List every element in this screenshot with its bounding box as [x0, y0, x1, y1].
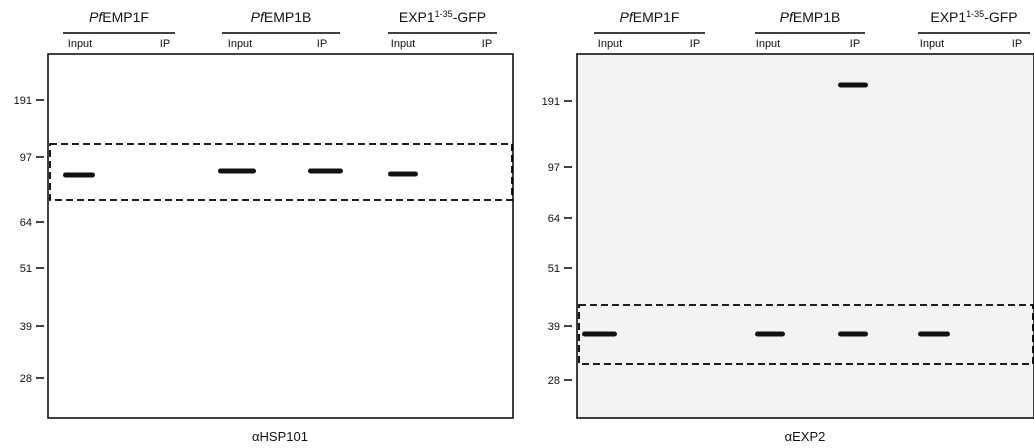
- figure: PfEMP1FInputIPPfEMP1BInputIPEXP11-35-GFP…: [0, 0, 1034, 448]
- band: [838, 332, 868, 337]
- group-label: PfEMP1B: [251, 9, 312, 25]
- group-label: PfEMP1B: [780, 9, 841, 25]
- group-label-part: EXP1: [930, 9, 966, 25]
- group-label-part: EMP1B: [793, 9, 840, 25]
- marker-label: 51: [20, 263, 32, 275]
- marker-label: 191: [14, 95, 32, 107]
- band: [582, 332, 617, 337]
- lane-label: IP: [850, 38, 860, 50]
- marker-label: 28: [20, 373, 32, 385]
- group-label-part: 1-35: [966, 9, 984, 19]
- band: [838, 83, 868, 88]
- antibody-label: αHSP101: [252, 429, 308, 444]
- antibody-label: αEXP2: [785, 429, 826, 444]
- marker-label: 51: [548, 263, 560, 275]
- lane-label: IP: [1012, 38, 1022, 50]
- group-label-part: -GFP: [453, 9, 486, 25]
- group-label-part: 1-35: [435, 9, 453, 19]
- lane-label: IP: [482, 38, 492, 50]
- blot-panel: PfEMP1F Input IP PfEMP1B Input IP EXP11-35-GFP…: [542, 9, 1034, 444]
- marker-label: 97: [20, 152, 32, 164]
- blot-panel: PfEMP1F Input IP PfEMP1B Input IP EXP11-35-GFP…: [14, 9, 513, 444]
- blot-membrane: [48, 54, 513, 418]
- group-label: PfEMP1F: [620, 9, 680, 25]
- marker-label: 39: [20, 321, 32, 333]
- marker-label: 97: [548, 162, 560, 174]
- group-label: EXP11-35-GFP: [399, 9, 486, 25]
- group-label: PfEMP1F: [89, 9, 149, 25]
- lane-label: Input: [228, 38, 252, 50]
- group-label-part: EMP1B: [264, 9, 311, 25]
- band: [388, 172, 418, 177]
- lane-label: Input: [920, 38, 944, 50]
- band: [755, 332, 785, 337]
- marker-label: 191: [542, 96, 560, 108]
- band: [63, 173, 95, 178]
- lane-label: Input: [391, 38, 415, 50]
- lane-label: IP: [160, 38, 170, 50]
- lane-label: IP: [690, 38, 700, 50]
- marker-label: 64: [20, 217, 32, 229]
- lane-label: Input: [598, 38, 622, 50]
- lane-label: Input: [756, 38, 780, 50]
- band: [308, 169, 343, 174]
- lane-label: Input: [68, 38, 92, 50]
- group-label-part: EXP1: [399, 9, 435, 25]
- group-label: EXP11-35-GFP: [930, 9, 1017, 25]
- lane-label: IP: [317, 38, 327, 50]
- band: [218, 169, 256, 174]
- marker-label: 28: [548, 375, 560, 387]
- group-label-part: EMP1F: [633, 9, 680, 25]
- marker-label: 39: [548, 321, 560, 333]
- band: [918, 332, 950, 337]
- marker-label: 64: [548, 213, 560, 225]
- group-label-part: -GFP: [984, 9, 1017, 25]
- group-label-part: EMP1F: [102, 9, 149, 25]
